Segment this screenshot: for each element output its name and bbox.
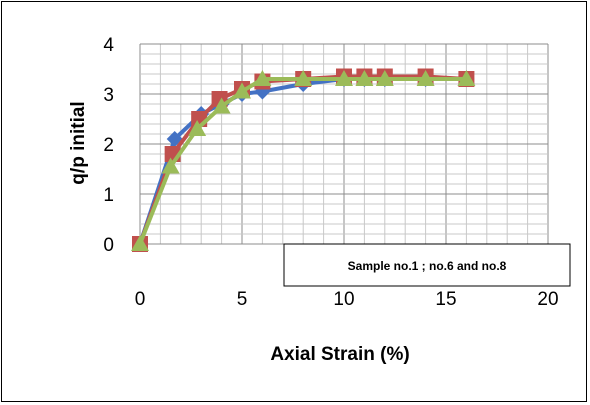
x-axis-title: Axial Strain (%) <box>270 344 409 365</box>
x-tick-label: 10 <box>333 289 354 310</box>
data-point-triangle <box>253 70 272 86</box>
tick-labels: 0 5 10 15 20 0 1 2 3 4 <box>103 35 558 310</box>
y-tick-label: 4 <box>103 35 114 56</box>
legend-text: Sample no.1 ; no.6 and no.8 <box>348 259 507 273</box>
data-point-triangle <box>355 70 374 86</box>
data-point-triangle <box>457 70 476 86</box>
y-tick-label: 2 <box>103 135 114 156</box>
data-point-triangle <box>131 235 149 251</box>
data-point-triangle <box>161 157 180 174</box>
data-point-triangle <box>188 120 207 136</box>
legend-box <box>283 243 571 287</box>
legend: Sample no.1 ; no.6 and no.8 <box>283 243 571 287</box>
x-tick-label: 0 <box>135 289 146 310</box>
y-tick-label: 3 <box>103 85 114 106</box>
data-point-triangle <box>294 70 313 86</box>
x-tick-label: 20 <box>537 289 558 310</box>
data-point-triangle <box>233 82 251 99</box>
series-layer <box>131 68 476 252</box>
y-tick-label: 0 <box>103 235 114 256</box>
x-tick-label: 5 <box>237 289 248 310</box>
series-3 <box>131 70 476 251</box>
data-point-triangle <box>212 97 231 114</box>
x-tick-label: 15 <box>435 289 456 310</box>
data-point-triangle <box>335 70 353 86</box>
y-axis-title: q/p initial <box>68 101 89 184</box>
y-tick-label: 1 <box>103 185 114 206</box>
data-point-triangle <box>375 70 394 86</box>
data-point-triangle <box>416 70 435 86</box>
